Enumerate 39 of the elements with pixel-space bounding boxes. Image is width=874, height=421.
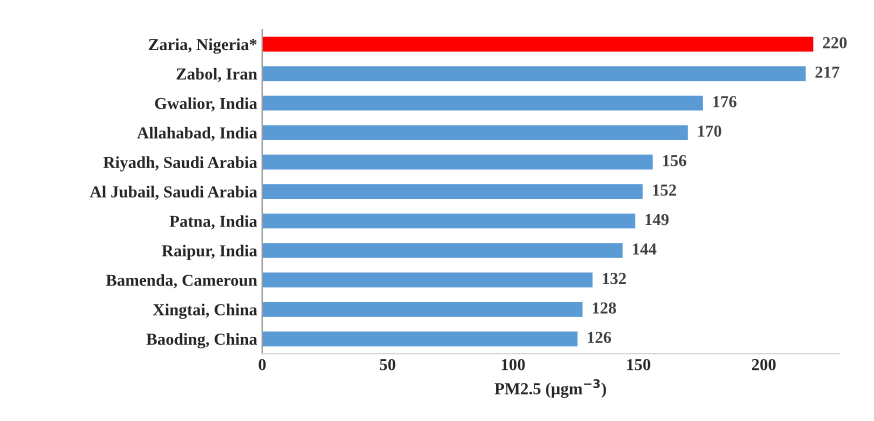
y-tick-label: Xingtai, China bbox=[153, 304, 258, 319]
bar bbox=[262, 94, 704, 112]
data-label: 128 bbox=[592, 302, 616, 314]
y-tick-label: Raipur, India bbox=[162, 244, 258, 260]
bar bbox=[262, 153, 654, 171]
y-tick-label: Patna, India bbox=[170, 215, 258, 230]
y-tick-label: Al Jubail, Saudi Arabia bbox=[90, 186, 258, 200]
x-tick-label: 200 bbox=[752, 358, 776, 370]
x-axis-title: PM2.5 (µgm$^{−3}$) bbox=[494, 379, 606, 398]
y-tick-label: Riyadh, Saudi Arabia bbox=[103, 156, 258, 172]
x-tick-label: 100 bbox=[502, 358, 525, 370]
data-label: 170 bbox=[698, 126, 722, 137]
bar bbox=[262, 64, 808, 82]
y-tick-label: Gwalior, India bbox=[155, 97, 258, 112]
data-label: 149 bbox=[646, 214, 669, 226]
data-label: 156 bbox=[663, 155, 686, 166]
bar bbox=[262, 124, 690, 142]
y-tick-label: Zaria, Nigeria* bbox=[148, 38, 257, 54]
data-label: 152 bbox=[653, 184, 676, 196]
data-label: 176 bbox=[713, 96, 736, 108]
data-label: 132 bbox=[602, 272, 626, 284]
bar bbox=[262, 212, 637, 230]
y-tick-label: Baoding, China bbox=[146, 333, 258, 348]
bar bbox=[262, 271, 594, 289]
y-tick-label: Zabol, Iran bbox=[176, 68, 258, 82]
bar bbox=[262, 242, 624, 260]
x-tick-label: 0 bbox=[258, 358, 266, 370]
y-tick-label: Bamenda, Cameroun bbox=[106, 274, 258, 288]
x-tick-label: 50 bbox=[380, 358, 396, 370]
data-label: 126 bbox=[588, 332, 612, 344]
y-tick-label: Allahabad, India bbox=[137, 126, 258, 141]
bar bbox=[262, 330, 579, 348]
bar bbox=[262, 35, 815, 54]
bar bbox=[262, 182, 644, 200]
data-label: 144 bbox=[633, 244, 656, 255]
bar bbox=[262, 300, 584, 318]
data-label: 217 bbox=[815, 66, 840, 78]
x-tick-label: 150 bbox=[627, 358, 650, 370]
data-label: 220 bbox=[822, 37, 847, 48]
